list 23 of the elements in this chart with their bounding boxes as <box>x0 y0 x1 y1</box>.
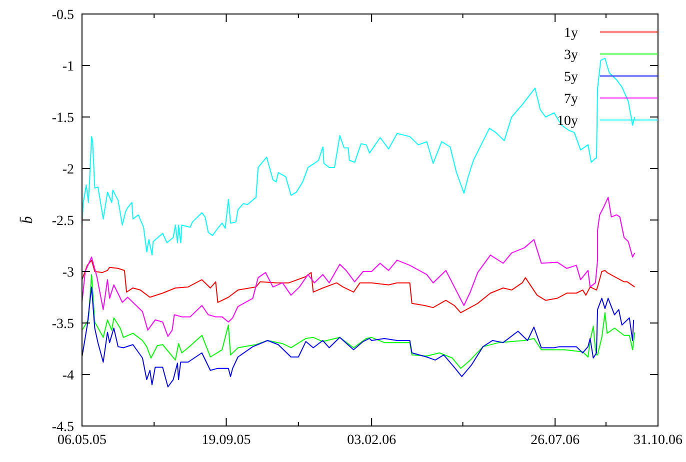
x-tick-label: 06.05.05 <box>58 433 106 448</box>
legend-label: 3y <box>564 48 578 63</box>
x-tick-label: 31.10.06 <box>634 433 682 448</box>
line-series <box>82 274 636 369</box>
legend-label: 7y <box>564 92 578 107</box>
x-tick-label: 03.02.06 <box>347 433 396 448</box>
y-tick-label: -2 <box>62 162 74 178</box>
y-tick-label: -3 <box>62 265 74 280</box>
y-tick-label: -3.5 <box>52 316 74 332</box>
y-tick-label: -4.5 <box>52 420 74 435</box>
x-tick-label: 19.09.05 <box>202 433 251 448</box>
legend-label: 5y <box>564 70 578 85</box>
line-series <box>82 286 634 388</box>
line-series <box>82 260 636 314</box>
x-tick-label: 26.07.06 <box>530 433 580 448</box>
y-tick-label: -1.5 <box>52 110 74 126</box>
y-tick-label: -0.5 <box>52 8 74 23</box>
line-series <box>82 196 636 337</box>
y-tick-label: -4 <box>62 368 74 384</box>
y-tick-label: -1 <box>62 59 74 74</box>
legend-label: 1y <box>564 26 578 41</box>
y-axis-title: b̄ <box>19 216 36 224</box>
y-tick-label: -2.5 <box>52 214 74 229</box>
